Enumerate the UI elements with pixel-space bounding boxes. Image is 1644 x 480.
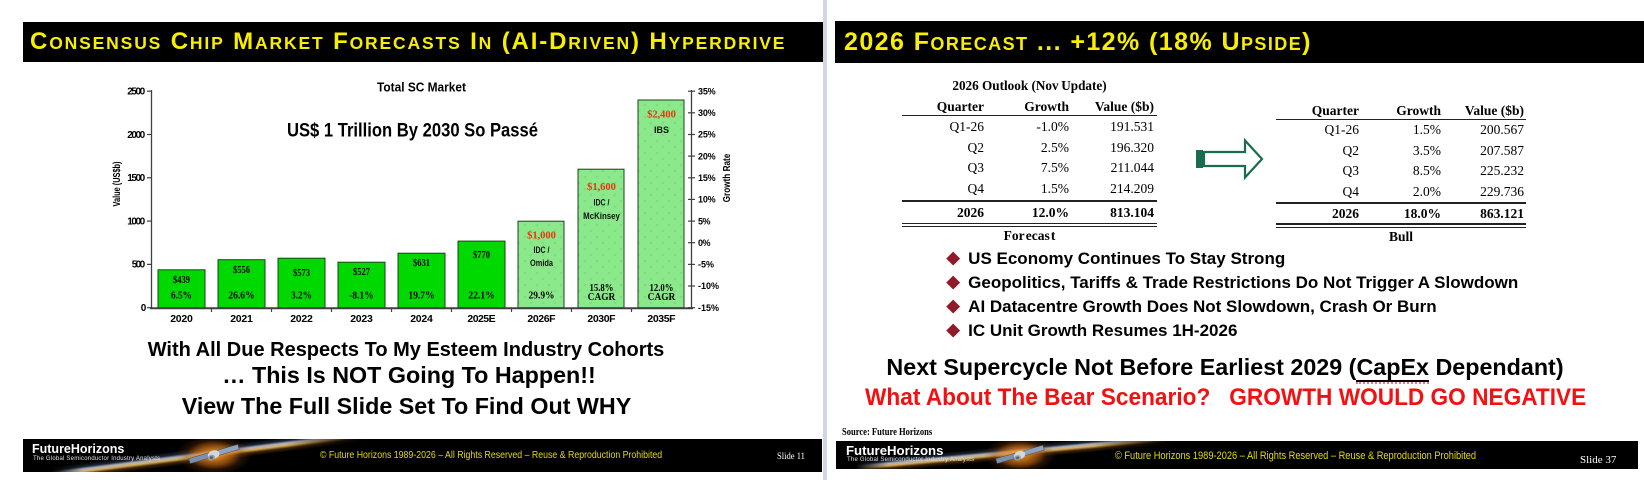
svg-text:$573: $573 [293,267,310,279]
svg-text:500: 500 [132,260,146,271]
svg-text:Omida: Omida [530,257,553,268]
svg-text:15%: 15% [698,173,716,183]
svg-text:$631: $631 [413,257,430,269]
svg-text:15.8%: 15.8% [589,282,613,294]
svg-text:Growth Rate: Growth Rate [722,153,733,202]
svg-text:-8.1%: -8.1% [349,290,374,302]
svg-text:IBS: IBS [654,125,669,135]
svg-text:CAGR: CAGR [588,291,616,303]
svg-text:$1,600: $1,600 [587,181,616,193]
svg-text:CAGR: CAGR [648,291,676,303]
svg-text:12.0%: 12.0% [649,282,673,294]
svg-text:IDC /: IDC / [534,244,551,255]
svg-text:$527: $527 [353,266,370,278]
svg-text:0: 0 [141,303,147,314]
svg-text:Value (US$b): Value (US$b) [112,162,123,207]
svg-text:1500: 1500 [127,173,145,184]
svg-text:35%: 35% [698,86,716,96]
svg-text:$1,000: $1,000 [527,229,556,241]
svg-text:2025E: 2025E [467,313,495,325]
svg-text:2022: 2022 [290,313,313,325]
svg-text:-10%: -10% [698,281,719,291]
svg-text:6.5%: 6.5% [171,290,192,302]
svg-text:3.2%: 3.2% [291,290,312,302]
svg-text:2023: 2023 [350,313,373,325]
svg-text:2500: 2500 [127,87,145,98]
svg-text:2021: 2021 [230,313,253,325]
svg-text:26.6%: 26.6% [228,290,254,302]
svg-text:-15%: -15% [698,303,719,313]
svg-text:29.9%: 29.9% [529,290,555,302]
svg-text:$770: $770 [473,249,490,261]
svg-text:McKinsey: McKinsey [583,210,620,221]
svg-text:2020: 2020 [170,313,193,325]
svg-text:-5%: -5% [698,260,714,270]
svg-text:5%: 5% [698,216,711,226]
svg-text:$439: $439 [173,274,190,286]
svg-text:25%: 25% [698,130,716,140]
svg-text:0%: 0% [698,238,711,248]
svg-text:$556: $556 [233,264,250,276]
svg-text:1000: 1000 [127,216,145,227]
svg-text:2000: 2000 [127,130,145,141]
svg-text:IDC /: IDC / [594,196,611,207]
svg-text:US$ 1 Trillion By 2030 So Pass: US$ 1 Trillion By 2030 So Passé [287,120,538,142]
svg-text:Total SC Market: Total SC Market [377,81,467,95]
svg-text:2035F: 2035F [647,313,676,325]
svg-text:2024: 2024 [410,313,433,325]
svg-text:2030F: 2030F [587,313,616,325]
svg-text:22.1%: 22.1% [468,290,494,302]
svg-text:30%: 30% [698,108,716,118]
svg-text:19.7%: 19.7% [408,290,434,302]
svg-text:$2,400: $2,400 [647,108,676,120]
svg-text:2026F: 2026F [527,313,556,325]
svg-text:20%: 20% [698,151,716,161]
svg-text:10%: 10% [698,195,716,205]
